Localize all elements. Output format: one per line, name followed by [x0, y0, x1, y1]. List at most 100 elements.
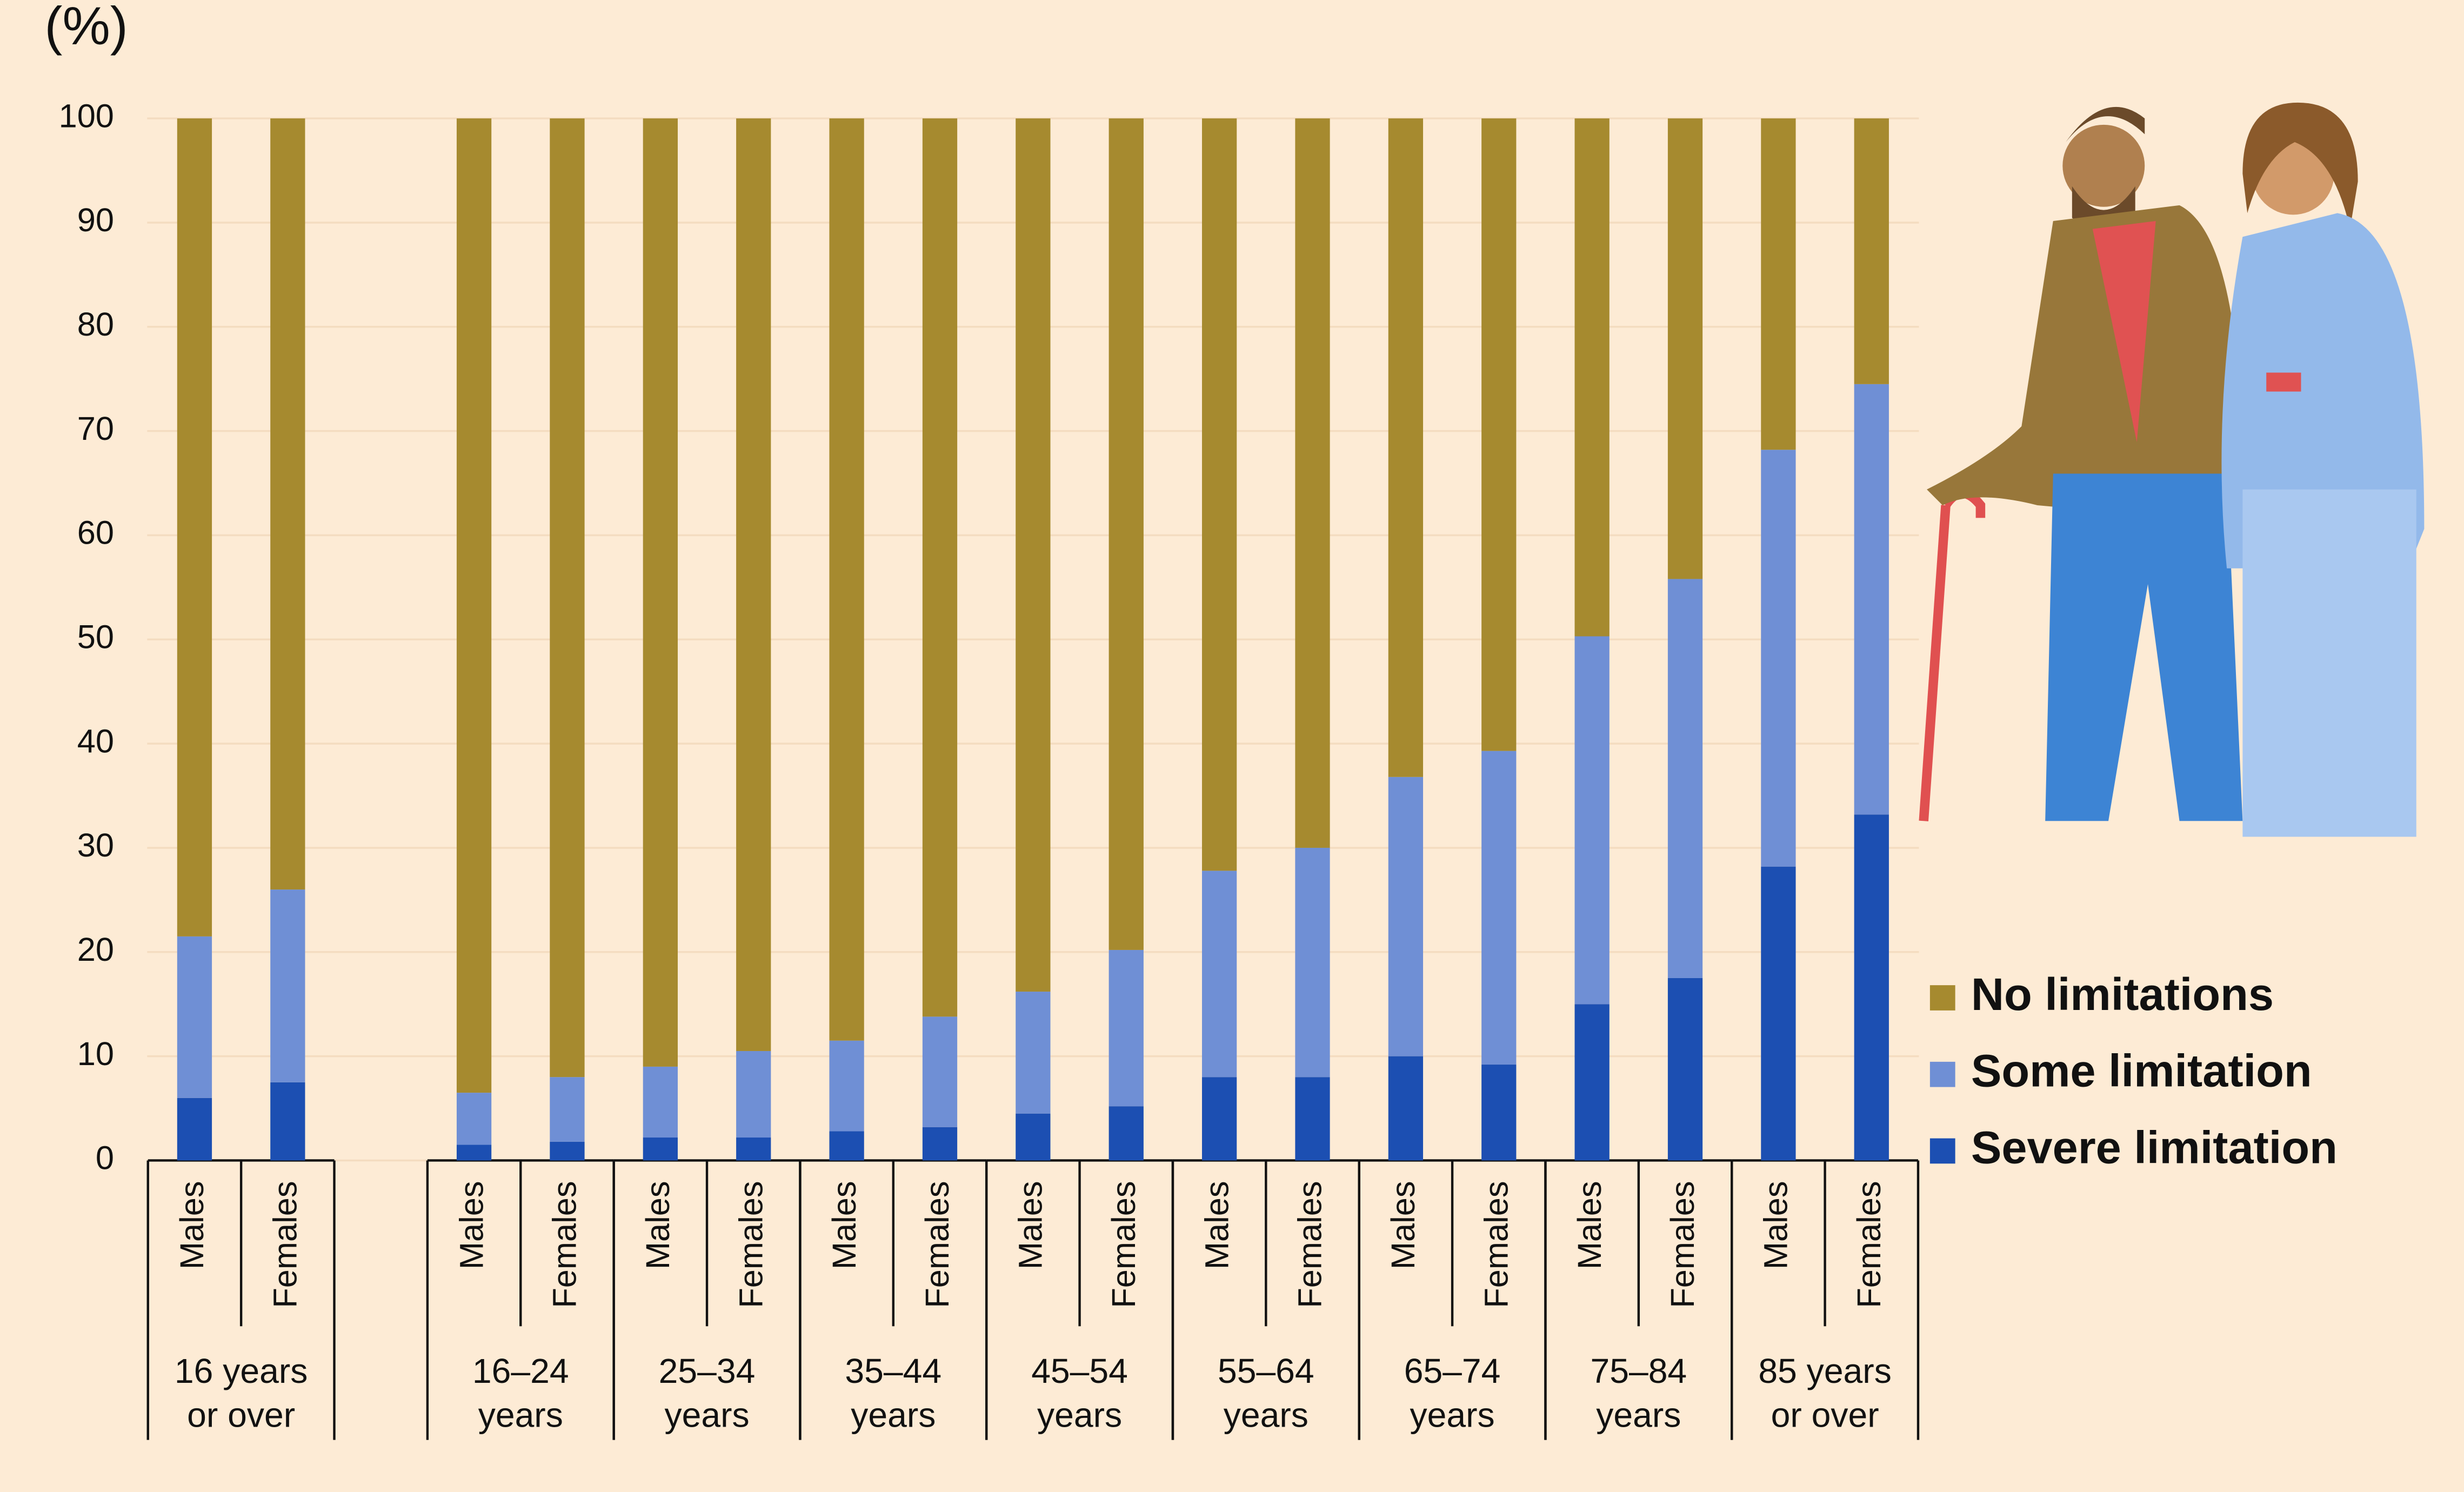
bar-segment	[177, 1098, 212, 1161]
bar-segment	[1295, 847, 1330, 1078]
x-tick-label: Males	[1385, 1181, 1422, 1269]
x-tick-label: Males	[1198, 1181, 1236, 1269]
bar-segment	[1854, 814, 1889, 1161]
x-tick-label: Females	[732, 1181, 770, 1308]
group-label: 16 years	[175, 1352, 308, 1390]
woman-coat	[2221, 213, 2425, 568]
y-axis-label: (%)	[44, 0, 128, 56]
y-tick-label: 20	[77, 931, 114, 968]
bar-segment	[1761, 866, 1796, 1161]
bar-segment	[1481, 118, 1517, 751]
group-label: years	[664, 1396, 749, 1435]
bar-segment	[1854, 118, 1889, 384]
bar-segment	[1667, 579, 1703, 978]
x-tick-label: Males	[1012, 1181, 1050, 1269]
bar-segment	[1761, 450, 1796, 867]
legend-label: Some limitation	[1971, 1045, 2312, 1096]
bar-segment	[270, 889, 305, 1082]
man-coat	[1927, 205, 2243, 521]
x-tick-label: Females	[919, 1181, 956, 1308]
x-tick-label: Females	[1851, 1181, 1888, 1308]
y-tick-label: 70	[77, 410, 114, 447]
legend-label: Severe limitation	[1971, 1121, 2338, 1173]
x-tick-label: Males	[173, 1181, 211, 1269]
man-trousers	[2045, 473, 2243, 821]
y-tick-label: 10	[77, 1035, 114, 1073]
group-label: years	[851, 1396, 936, 1435]
woman-trousers	[2242, 489, 2416, 837]
bar-segment	[643, 1066, 678, 1138]
bar-segment	[1574, 118, 1610, 637]
group-label: 65–74	[1404, 1352, 1501, 1390]
bar-segment	[1016, 1113, 1051, 1161]
group-label: 85 years	[1758, 1352, 1892, 1390]
y-tick-label: 0	[96, 1140, 114, 1177]
y-tick-label: 100	[59, 97, 114, 135]
x-tick-label: Females	[1105, 1181, 1143, 1308]
bar-segment	[1481, 751, 1517, 1065]
group-label: 75–84	[1590, 1352, 1687, 1390]
bar-segment	[1854, 384, 1889, 815]
group-label: or over	[187, 1396, 295, 1435]
group-label: years	[1224, 1396, 1308, 1435]
bar-segment	[550, 1077, 585, 1142]
bar-segment	[177, 936, 212, 1098]
group-label: years	[478, 1396, 563, 1435]
man-shirt	[2092, 221, 2156, 443]
illustration	[1919, 102, 2425, 837]
bar-segment	[922, 1127, 958, 1161]
x-tick-label: Females	[1292, 1181, 1329, 1308]
bar-segment	[1481, 1065, 1517, 1161]
group-label: 35–44	[845, 1352, 941, 1390]
bar-segment	[1201, 871, 1237, 1078]
y-tick-label: 30	[77, 827, 114, 864]
bar-segment	[736, 1051, 771, 1138]
bar-segment	[1016, 992, 1051, 1114]
man-head	[2062, 124, 2145, 207]
x-tick-label: Females	[1478, 1181, 1515, 1308]
bar-segment	[1201, 1077, 1237, 1161]
woman-badge	[2266, 372, 2301, 392]
bar-segment	[829, 1040, 864, 1132]
x-tick-label: Males	[1758, 1181, 1795, 1269]
bar-segment	[1295, 1077, 1330, 1161]
y-tick-label: 60	[77, 514, 114, 552]
bar-segment	[736, 118, 771, 1051]
bar-segment	[1016, 118, 1051, 992]
bar-segment	[643, 1138, 678, 1161]
bar-segment	[1388, 777, 1424, 1056]
bar-segment	[1109, 1106, 1144, 1161]
y-tick-label: 50	[77, 618, 114, 655]
bar-segment	[1574, 636, 1610, 1005]
group-label: 16–24	[472, 1352, 569, 1390]
bar-segment	[829, 1131, 864, 1161]
bar-segment	[270, 118, 305, 890]
y-tick-label: 80	[77, 306, 114, 343]
bar-segment	[1109, 118, 1144, 950]
legend-swatch	[1929, 985, 1955, 1011]
x-tick-label: Females	[267, 1181, 304, 1308]
bar-segment	[456, 118, 492, 1093]
bar-segment	[1667, 118, 1703, 579]
bar-segment	[1109, 949, 1144, 1107]
man-hair	[2066, 106, 2145, 142]
group-label: 25–34	[659, 1352, 756, 1390]
legend-swatch	[1929, 1061, 1955, 1087]
x-tick-label: Males	[453, 1181, 490, 1269]
x-tick-label: Females	[1664, 1181, 1701, 1308]
legend-swatch	[1929, 1138, 1955, 1164]
bar-segment	[922, 1016, 958, 1127]
legend-label: No limitations	[1971, 968, 2274, 1020]
bar-segment	[1667, 978, 1703, 1161]
group-label: 45–54	[1031, 1352, 1128, 1390]
group-label: or over	[1771, 1396, 1879, 1435]
cane	[1919, 505, 1951, 821]
bar-segment	[1295, 118, 1330, 848]
bar-segment	[177, 118, 212, 936]
x-tick-label: Females	[546, 1181, 584, 1308]
group-label: years	[1410, 1396, 1494, 1435]
group-label: years	[1596, 1396, 1681, 1435]
bar-segment	[456, 1093, 492, 1145]
